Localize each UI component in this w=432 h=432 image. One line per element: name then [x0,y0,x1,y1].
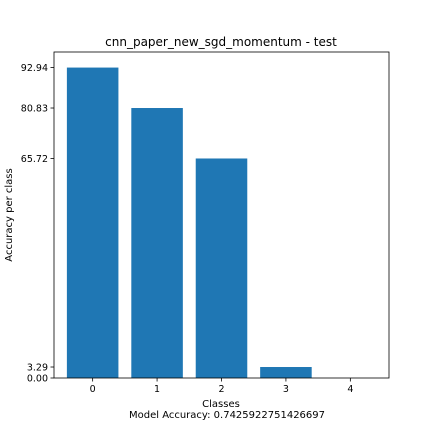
x-tick-label: 2 [218,384,224,395]
bar-class-3 [260,367,312,378]
chart-title: cnn_paper_new_sgd_momentum - test [105,35,337,49]
model-accuracy-note: Model Accuracy: 0.7425922751426697 [129,410,325,421]
x-axis-label: Classes [202,399,240,410]
x-tick-label: 3 [283,384,289,395]
x-axis-ticks: 0 1 2 3 4 [90,378,353,395]
bar-class-2 [195,158,248,378]
bar-class-0 [66,67,119,379]
y-tick-label: 3.29 [27,363,48,374]
x-tick-label: 4 [347,384,353,395]
bar-class-1 [131,108,183,378]
y-axis-ticks: 0.003.29 65.72 80.83 92.94 [21,63,54,385]
x-tick-label: 1 [154,384,160,395]
y-tick-label: 0.00 [27,374,48,385]
y-tick-label: 92.94 [21,63,48,74]
bars-group [66,67,312,379]
plot-frame [53,51,390,379]
y-axis-label: Accuracy per class [4,168,15,261]
y-tick-label: 80.83 [21,104,48,115]
x-tick-label: 0 [90,384,96,395]
y-tick-label: 65.72 [21,154,48,165]
